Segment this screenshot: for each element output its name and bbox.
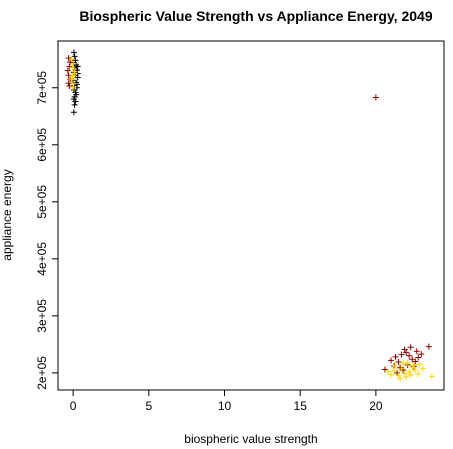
data-point xyxy=(69,74,76,81)
data-point xyxy=(372,94,379,101)
data-point xyxy=(388,371,395,378)
data-point xyxy=(70,109,77,116)
data-point xyxy=(412,358,419,365)
data-point xyxy=(70,80,77,87)
data-point xyxy=(419,365,426,372)
data-point xyxy=(66,63,73,70)
plot-frame xyxy=(57,40,445,391)
data-point xyxy=(65,72,72,79)
data-point xyxy=(71,70,78,77)
data-point xyxy=(71,101,78,108)
data-point xyxy=(403,349,410,356)
data-point xyxy=(381,366,388,373)
data-point xyxy=(404,359,411,366)
chart-title: Biospheric Value Strength vs Appliance E… xyxy=(79,8,432,24)
data-point xyxy=(68,56,75,63)
data-point xyxy=(425,343,432,350)
x-axis-label: biospheric value strength xyxy=(184,432,317,446)
y-tick-label: 5e+05 xyxy=(35,185,49,219)
data-point xyxy=(69,64,76,71)
data-point xyxy=(64,67,71,74)
data-point xyxy=(415,371,422,378)
y-tick-label: 4e+05 xyxy=(35,242,49,276)
data-point xyxy=(403,373,410,380)
data-point xyxy=(406,368,413,375)
data-point xyxy=(418,351,425,358)
data-point xyxy=(406,352,413,359)
data-point xyxy=(415,354,422,361)
data-point xyxy=(70,84,77,91)
data-point xyxy=(410,362,417,369)
data-point xyxy=(401,346,408,353)
data-point xyxy=(388,357,395,364)
data-point xyxy=(398,365,405,372)
data-points xyxy=(64,49,435,382)
data-point xyxy=(395,359,402,366)
y-tick-label: 2e+05 xyxy=(35,356,49,390)
data-point xyxy=(401,370,408,377)
data-point xyxy=(66,83,73,90)
x-tick-label: 5 xyxy=(145,399,152,413)
data-point xyxy=(391,368,398,375)
data-point xyxy=(407,344,414,351)
data-point xyxy=(72,98,79,105)
data-point xyxy=(73,81,80,88)
x-tick-label: 10 xyxy=(218,399,232,413)
data-point xyxy=(413,348,420,355)
data-point xyxy=(428,373,435,380)
y-tick-label: 3e+05 xyxy=(35,299,49,333)
y-tick-label: 6e+05 xyxy=(35,128,49,162)
data-point xyxy=(416,361,423,368)
data-point xyxy=(392,363,399,370)
data-point xyxy=(74,63,81,70)
x-tick-label: 15 xyxy=(294,399,308,413)
data-point xyxy=(70,49,77,56)
x-tick-label: 20 xyxy=(369,399,383,413)
x-axis: 0 5 10 15 20 xyxy=(70,389,383,413)
data-point xyxy=(398,351,405,358)
data-point xyxy=(392,353,399,360)
data-point xyxy=(384,368,391,375)
y-tick-label: 7e+05 xyxy=(35,71,49,105)
x-tick-label: 0 xyxy=(70,399,77,413)
data-point xyxy=(397,375,404,382)
y-axis-label: appliance energy xyxy=(0,169,14,260)
data-point xyxy=(400,360,407,367)
data-point xyxy=(407,372,414,379)
data-point xyxy=(70,60,77,67)
data-point xyxy=(395,372,402,379)
data-point xyxy=(409,356,416,363)
data-point xyxy=(412,367,419,374)
data-point xyxy=(71,53,78,60)
y-axis: 2e+05 3e+05 4e+05 5e+05 6e+05 7e+05 xyxy=(35,71,59,390)
data-point xyxy=(65,80,72,87)
data-point xyxy=(65,55,72,62)
